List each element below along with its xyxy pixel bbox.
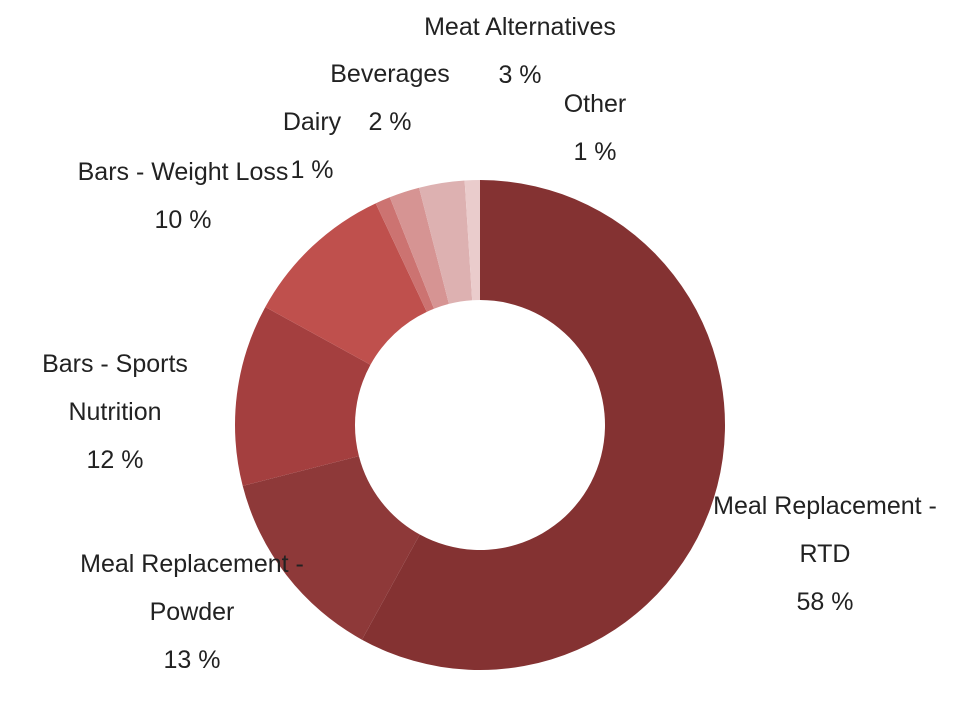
value-label: 12 % — [86, 446, 144, 474]
donut-slice — [464, 180, 480, 301]
value-label: 3 % — [498, 61, 542, 89]
category-label: Meat Alternatives — [424, 13, 616, 41]
slice-label: Meat Alternatives 3 % — [420, 3, 620, 99]
slice-label: Other 1 % — [550, 80, 640, 176]
slice-label: Bars - Weight Loss 10 % — [68, 148, 298, 244]
donut-slice — [375, 197, 434, 312]
category-label: Dairy — [282, 108, 342, 136]
category-label: Meal Replacement - Powder — [80, 550, 304, 626]
value-label: 1 % — [290, 156, 334, 184]
category-label: Beverages — [330, 60, 450, 88]
slice-label: Meal Replacement - RTD 58 % — [700, 482, 950, 626]
donut-slice — [389, 187, 449, 309]
category-label: Bars - Sports Nutrition — [42, 350, 188, 426]
donut-slice — [235, 306, 371, 486]
value-label: 10 % — [154, 206, 212, 234]
donut-slice — [361, 180, 725, 671]
category-label: Bars - Weight Loss — [77, 158, 289, 186]
value-label: 2 % — [368, 108, 412, 136]
value-label: 58 % — [796, 588, 854, 616]
value-label: 13 % — [163, 646, 221, 674]
category-label: Other — [563, 90, 627, 118]
donut-slice — [419, 180, 473, 304]
slice-label: Bars - Sports Nutrition 12 % — [10, 340, 220, 484]
category-label: Meal Replacement - RTD — [713, 492, 937, 568]
slice-label: Meal Replacement - Powder 13 % — [67, 540, 317, 684]
donut-slice — [242, 456, 420, 640]
donut-slice — [265, 203, 427, 365]
slice-label: Dairy 1 % — [267, 98, 357, 194]
slice-label: Beverages 2 % — [305, 50, 475, 146]
value-label: 1 % — [573, 138, 617, 166]
